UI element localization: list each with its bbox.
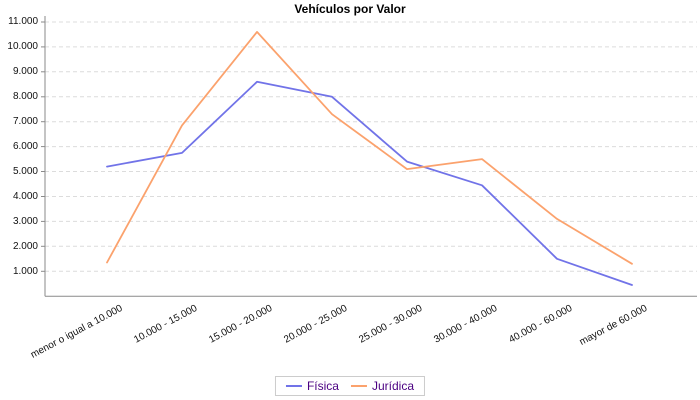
legend-item-juridica: Jurídica <box>350 379 415 393</box>
y-tick-label: 3.000 <box>12 215 38 227</box>
legend-label: Física <box>306 379 339 393</box>
y-tick-label: 11.000 <box>8 16 38 28</box>
y-tick-label: 2.000 <box>12 240 38 252</box>
y-tick-label: 4.000 <box>12 190 38 202</box>
y-tick-label: 7.000 <box>12 116 38 128</box>
legend-line-swatch <box>350 385 367 387</box>
y-tick-label: 10.000 <box>7 41 38 53</box>
legend-line-swatch <box>285 385 302 387</box>
legend-label: Jurídica <box>371 379 415 393</box>
y-tick-label: 1.000 <box>12 265 38 277</box>
y-tick-label: 5.000 <box>12 166 38 178</box>
y-tick-label: 6.000 <box>12 141 38 153</box>
series-line-juridica <box>106 30 633 265</box>
series-line-fisica <box>106 80 633 286</box>
chart-title: Vehículos por Valor <box>294 2 406 16</box>
y-tick-label: 9.000 <box>12 66 38 78</box>
legend-item-fisica: Física <box>285 379 339 393</box>
legend: Física Jurídica <box>274 376 426 396</box>
y-tick-label: 8.000 <box>12 91 38 103</box>
